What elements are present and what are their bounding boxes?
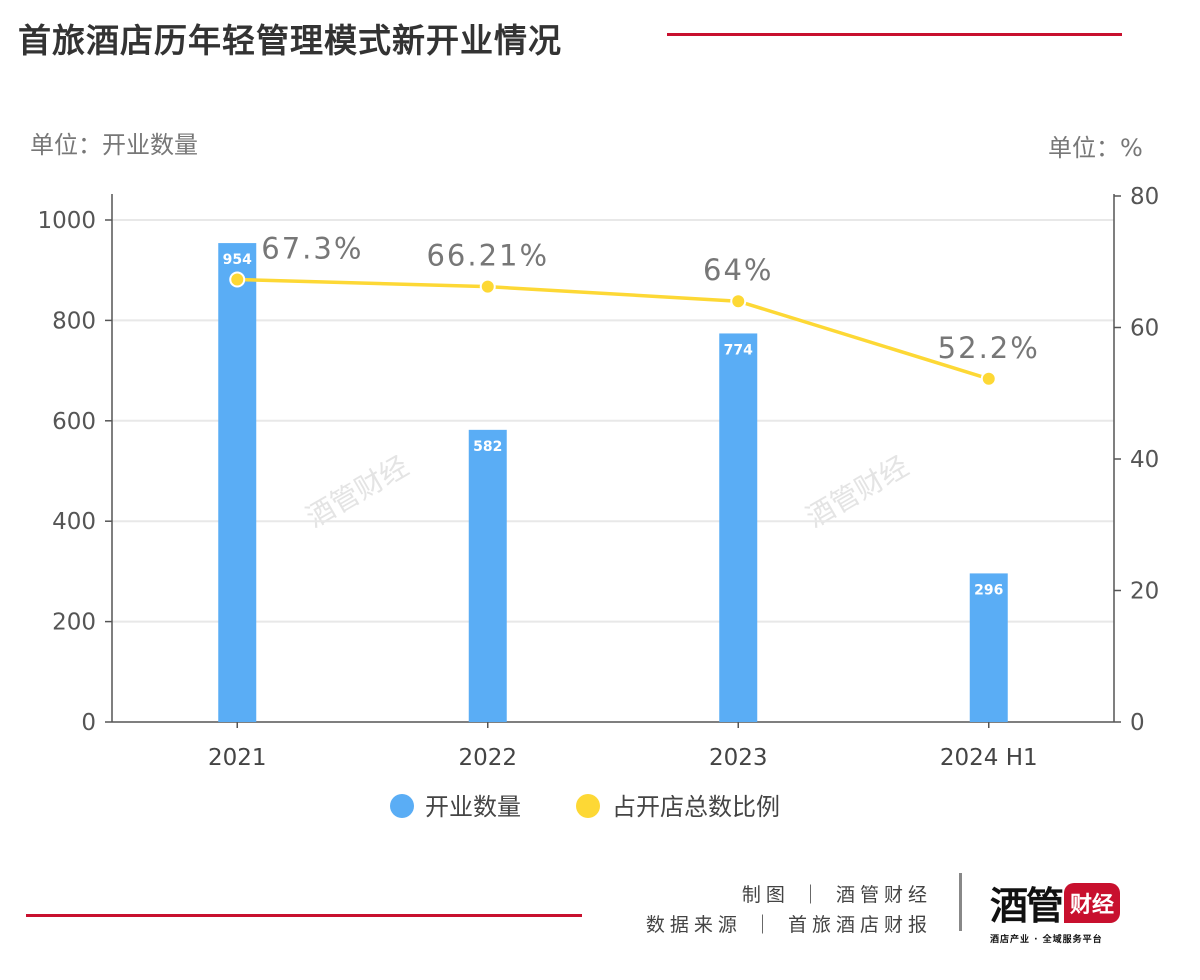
credit-chart-maker: 制图 ｜ 酒管财经 bbox=[741, 884, 932, 906]
left-tick-label: 0 bbox=[81, 710, 96, 736]
line-point bbox=[980, 370, 997, 387]
bar-label: 582 bbox=[473, 439, 502, 455]
left-tick-label: 600 bbox=[52, 409, 96, 435]
line-point bbox=[730, 293, 747, 310]
footer-separator bbox=[959, 873, 962, 931]
bar bbox=[969, 573, 1008, 722]
chart-title: 首旅酒店历年轻管理模式新开业情况 bbox=[18, 21, 562, 60]
x-tick-label: 2024 H1 bbox=[940, 745, 1038, 771]
right-tick-label: 20 bbox=[1130, 579, 1159, 605]
left-tick-label: 200 bbox=[52, 610, 96, 636]
right-tick-label: 60 bbox=[1130, 316, 1159, 342]
right-tick-label: 80 bbox=[1130, 184, 1159, 210]
line-label: 67.3% bbox=[261, 232, 363, 266]
left-tick-label: 1000 bbox=[37, 208, 96, 234]
title-divider bbox=[667, 33, 1122, 36]
bar bbox=[218, 243, 257, 723]
line-label: 64% bbox=[703, 253, 773, 287]
logo-tagline: 酒店产业 · 全域服务平台 bbox=[990, 935, 1103, 945]
left-axis-unit: 单位：开业数量 bbox=[30, 131, 198, 159]
footer-divider bbox=[26, 914, 582, 917]
line-point bbox=[229, 271, 246, 288]
line-label: 66.21% bbox=[426, 239, 549, 273]
bar-label: 774 bbox=[724, 342, 753, 358]
legend-bar-label: 开业数量 bbox=[425, 793, 521, 821]
line-point bbox=[479, 278, 496, 295]
x-tick-label: 2023 bbox=[709, 745, 768, 771]
logo-badge: 财经 bbox=[1064, 882, 1121, 923]
logo-main: 酒管 bbox=[990, 884, 1064, 928]
chart: 酒管财经 酒管财经02004006008001000020406080202195… bbox=[37, 184, 1159, 821]
legend-bar-marker bbox=[390, 794, 414, 818]
legend-line-label: 占开店总数比例 bbox=[612, 793, 780, 821]
line-label: 52.2% bbox=[938, 331, 1040, 365]
bar-label: 954 bbox=[223, 252, 252, 268]
legend-line-marker bbox=[576, 794, 600, 818]
right-tick-label: 0 bbox=[1130, 710, 1145, 736]
bar bbox=[719, 333, 758, 722]
brand-logo: 酒管 财经 酒店产业 · 全域服务平台 bbox=[990, 875, 1121, 945]
bar bbox=[468, 429, 507, 722]
bar-label: 296 bbox=[974, 582, 1003, 598]
left-tick-label: 800 bbox=[52, 308, 96, 334]
right-tick-label: 40 bbox=[1130, 447, 1159, 473]
x-tick-label: 2022 bbox=[458, 745, 517, 771]
line-series bbox=[237, 277, 990, 381]
right-axis-unit: 单位：% bbox=[1048, 134, 1143, 162]
left-tick-label: 400 bbox=[52, 509, 96, 535]
x-tick-label: 2021 bbox=[208, 745, 267, 771]
credit-data-source: 数据来源 ｜ 首旅酒店财报 bbox=[645, 914, 932, 936]
